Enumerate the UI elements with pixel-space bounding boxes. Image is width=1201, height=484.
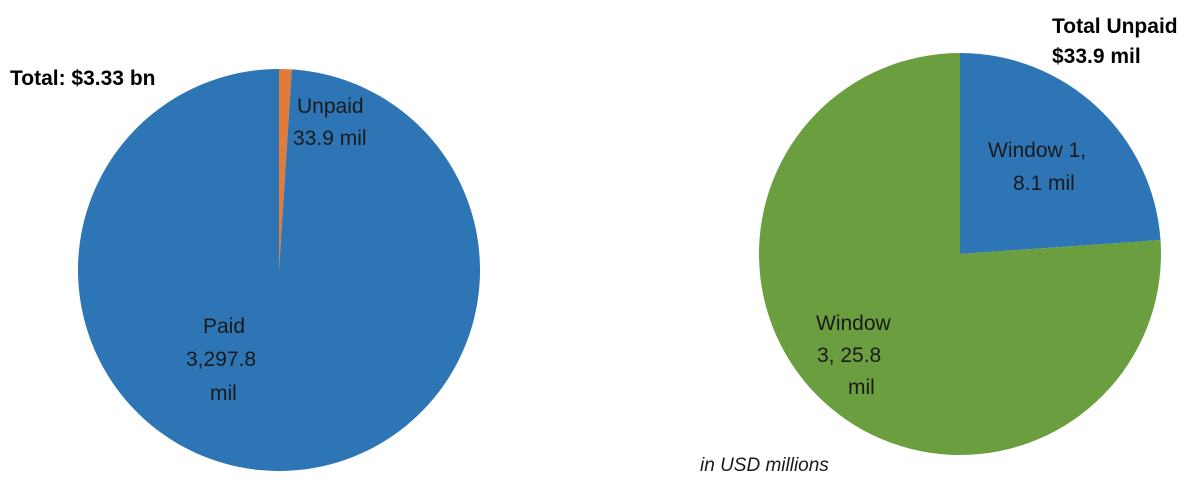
pie2-slice-window-1 [960,53,1161,254]
pie2-label-window1-line-1: Window 1, [988,139,1086,162]
pie1-label-unpaid-line-1: Unpaid [297,95,364,118]
pie1-title: Total: $3.33 bn [10,67,155,90]
pie2-slice-window-3 [758,53,1161,455]
pie2-label-window3-line-3: mil [848,376,875,399]
pie2-label-window1-line-2: 8.1 mil [1013,172,1075,195]
pie2-title-line-2: $33.9 mil [1052,45,1141,68]
pie2-label-window3-line-1: Window [816,312,892,335]
pie-chart-total [78,68,481,471]
pie1-slice-paid [78,69,481,471]
pie-chart-unpaid [758,53,1161,455]
pie1-slice-unpaid [279,68,292,270]
pie1-label-paid-line-2: 3,297.8 [186,348,256,371]
pie2-label-window3-line-2: 3, 25.8 [817,344,881,367]
pie1-label-paid-line-1: Paid [203,315,245,338]
units-note: in USD millions [700,455,829,476]
pie1-label-paid-line-3: mil [210,382,237,405]
pie2-title-line-1: Total Unpaid [1052,15,1178,38]
pie1-label-unpaid-line-2: 33.9 mil [293,127,367,150]
